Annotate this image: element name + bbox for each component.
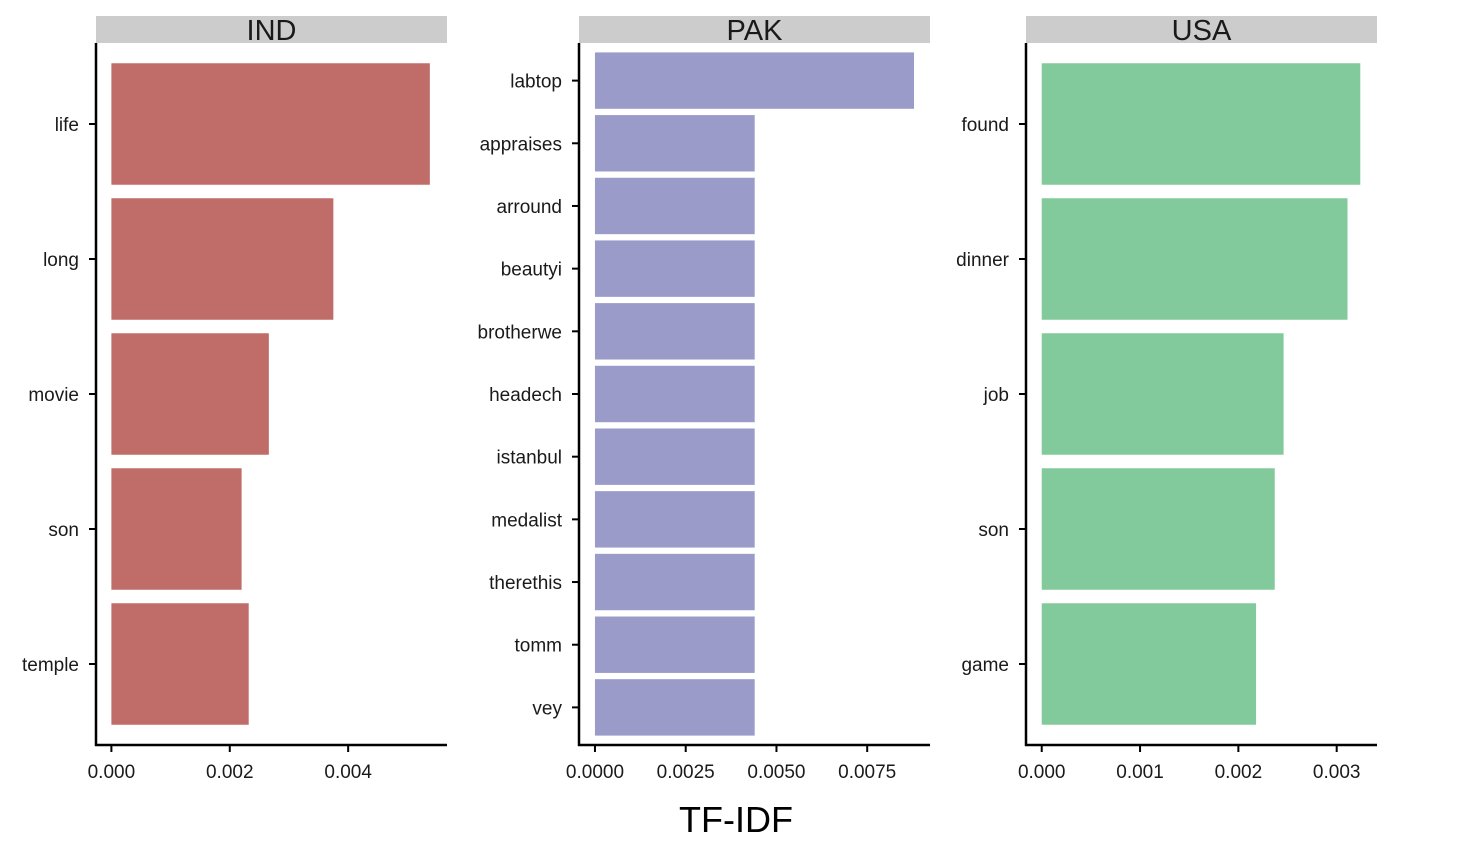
bar-brotherwe [594, 303, 755, 360]
y-tick-label: dinner [956, 250, 1009, 271]
x-tick-label: 0.0050 [747, 762, 805, 783]
y-tick-label: labtop [510, 72, 562, 93]
bar-dinner [1041, 198, 1348, 320]
y-tick-label: brotherwe [478, 322, 563, 343]
y-tick-label: game [961, 655, 1009, 676]
chart-panels: IND life long movie son temple 0.000 0.002 0.004… [22, 15, 1377, 783]
y-tick-label: son [48, 520, 79, 541]
x-tick-label: 0.0025 [657, 762, 715, 783]
bar-job [1041, 333, 1284, 455]
y-tick-label: found [961, 115, 1009, 136]
y-tick-label: istanbul [497, 448, 563, 469]
y-tick-label: beautyi [501, 260, 562, 281]
bar-istanbul [594, 428, 755, 485]
strip-background [96, 16, 447, 43]
panel-usa: USA found dinner job son game 0.000 0.001 0.002 0… [956, 15, 1377, 783]
bar-beautyi [594, 240, 755, 297]
y-tick-label: movie [28, 385, 79, 406]
strip-label: USA [1172, 15, 1232, 47]
strip-label: PAK [727, 15, 784, 47]
bar-labtop [594, 52, 915, 109]
bar-long [111, 198, 334, 320]
bar-game [1041, 603, 1257, 725]
strip-background [1026, 16, 1377, 43]
x-tick-label: 0.001 [1116, 762, 1164, 783]
x-tick-label: 0.0075 [838, 762, 896, 783]
bar-life [111, 63, 430, 185]
strip-background [579, 16, 930, 43]
x-tick-label: 0.002 [206, 762, 254, 783]
bar-son [1041, 468, 1275, 590]
bar-found [1041, 63, 1361, 185]
bar-tomm [594, 616, 755, 673]
x-axis-title: TF-IDF [679, 799, 793, 840]
bar-vey [594, 679, 755, 736]
x-tick-label: 0.000 [88, 762, 136, 783]
y-tick-label: vey [532, 698, 562, 719]
bar-movie [111, 333, 269, 455]
y-tick-label: arround [497, 197, 563, 218]
bar-son [111, 468, 242, 590]
y-tick-label: appraises [480, 134, 562, 155]
y-tick-label: long [43, 250, 79, 271]
bar-temple [111, 603, 249, 725]
bar-therethis [594, 553, 755, 611]
y-tick-label: medalist [491, 510, 562, 531]
y-tick-label: job [983, 385, 1009, 406]
panel-ind: IND life long movie son temple 0.000 0.002 0.004 [22, 15, 447, 783]
y-tick-label: headech [489, 385, 562, 406]
x-tick-label: 0.002 [1215, 762, 1263, 783]
bar-appraises [594, 115, 755, 172]
strip-label: IND [247, 15, 297, 47]
x-tick-label: 0.003 [1313, 762, 1361, 783]
y-tick-label: life [55, 115, 79, 136]
y-tick-label: therethis [489, 573, 562, 594]
y-tick-label: tomm [515, 636, 563, 657]
x-tick-label: 0.0000 [566, 762, 624, 783]
bar-headech [594, 365, 755, 423]
x-tick-label: 0.004 [324, 762, 372, 783]
y-tick-label: son [978, 520, 1009, 541]
panel-pak: PAK labtop appraises arround beautyi brotherw… [478, 15, 930, 783]
x-tick-label: 0.000 [1018, 762, 1066, 783]
bar-arround [594, 177, 755, 235]
bar-medalist [594, 491, 755, 548]
y-tick-label: temple [22, 655, 79, 676]
